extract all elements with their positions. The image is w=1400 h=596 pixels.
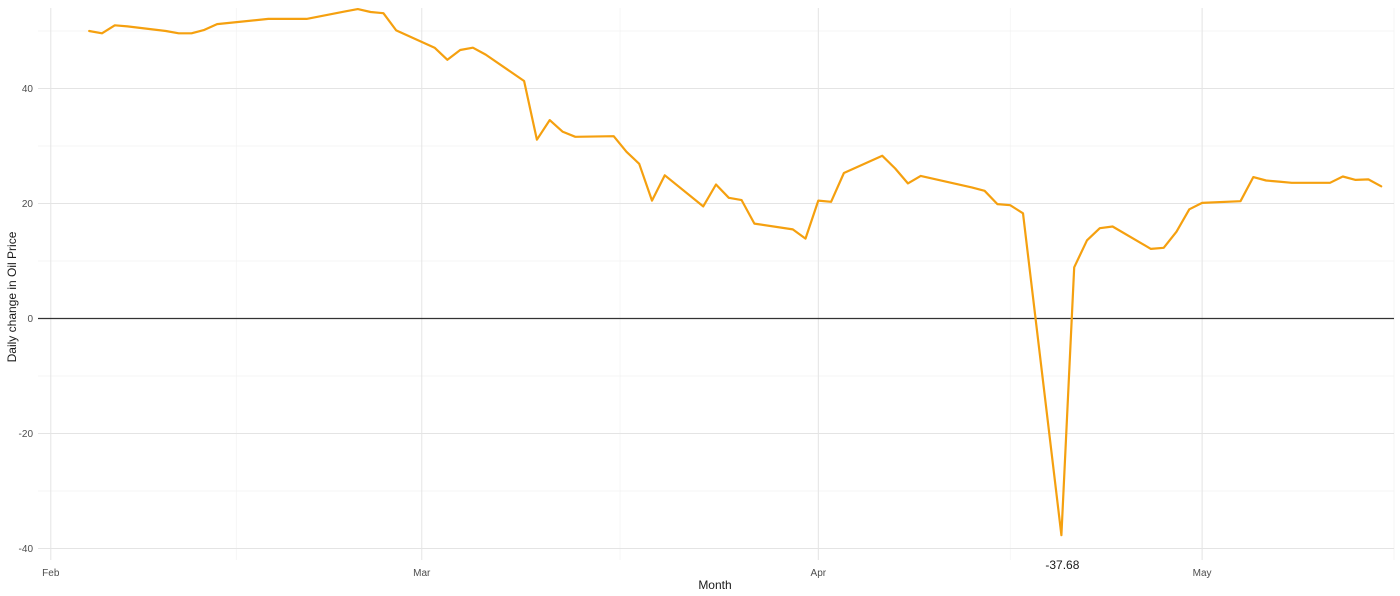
grid-minor-lines: [38, 8, 1395, 560]
x-axis-title: Month: [698, 578, 731, 592]
series-layer: [88, 8, 1383, 537]
series-line-0: [88, 8, 1383, 537]
x-tick-label: Feb: [42, 568, 60, 579]
y-tick-label: 20: [22, 199, 34, 210]
min-value-annotation: -37.68: [1045, 558, 1079, 572]
y-tick-label: -20: [19, 429, 34, 440]
y-tick-label: -40: [19, 544, 34, 555]
x-tick-label: Mar: [413, 568, 431, 579]
x-tick-label: May: [1193, 568, 1212, 579]
grid-major-lines: [38, 8, 1394, 560]
y-tick-label: 0: [27, 314, 33, 325]
x-axis-ticks: Feb Mar Apr May: [42, 568, 1211, 579]
x-tick-label: Apr: [811, 568, 827, 579]
y-tick-label: 40: [22, 84, 34, 95]
y-axis-ticks: -40 -20 0 20 40: [19, 84, 34, 555]
y-axis-title: Daily change in Oil Price: [5, 231, 19, 362]
